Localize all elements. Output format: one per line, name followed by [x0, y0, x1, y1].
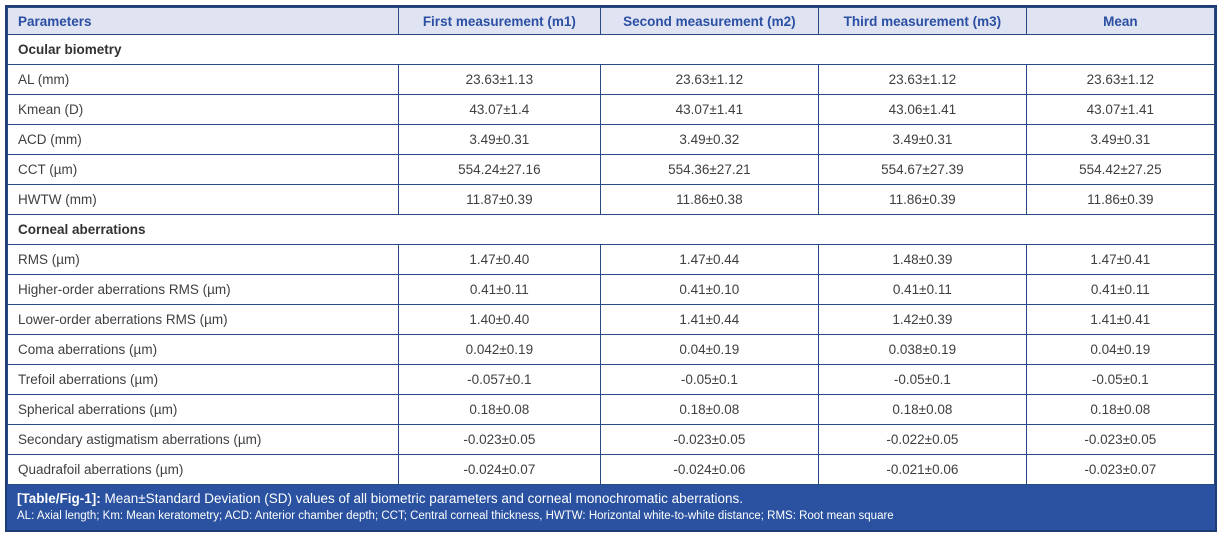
value-cell-m1: 23.63±1.13 — [398, 64, 601, 95]
param-cell: Higher-order aberrations RMS (µm) — [6, 274, 400, 305]
column-header-parameters: Parameters — [6, 7, 400, 35]
biometry-table-container: Parameters First measurement (m1) Second… — [5, 5, 1217, 533]
caption-title: [Table/Fig-1]: Mean±Standard Deviation (… — [17, 490, 1205, 508]
table-row: Trefoil aberrations (µm) -0.057±0.1 -0.0… — [6, 364, 1216, 395]
value-cell-m3: 11.86±0.39 — [818, 184, 1027, 215]
value-cell-mean: 0.41±0.11 — [1025, 274, 1216, 305]
value-cell-m3: 3.49±0.31 — [818, 124, 1027, 155]
value-cell-m3: 0.41±0.11 — [818, 274, 1027, 305]
value-cell-m1: -0.057±0.1 — [398, 364, 601, 395]
caption-tag: [Table/Fig-1]: — [17, 491, 101, 506]
section-title-ocular-biometry: Ocular biometry — [7, 34, 1215, 65]
param-cell: Quadrafoil aberrations (µm) — [6, 454, 400, 485]
value-cell-m2: 0.04±0.19 — [599, 334, 820, 365]
value-cell-m3: -0.05±0.1 — [818, 364, 1027, 395]
table-row: AL (mm) 23.63±1.13 23.63±1.12 23.63±1.12… — [6, 64, 1216, 95]
value-cell-m3: 23.63±1.12 — [818, 64, 1027, 95]
value-cell-m3: 1.42±0.39 — [818, 304, 1027, 335]
value-cell-m1: 0.042±0.19 — [398, 334, 601, 365]
table-row: Kmean (D) 43.07±1.4 43.07±1.41 43.06±1.4… — [6, 94, 1216, 125]
param-cell: Trefoil aberrations (µm) — [6, 364, 400, 395]
value-cell-mean: 3.49±0.31 — [1025, 124, 1216, 155]
table-row: RMS (µm) 1.47±0.40 1.47±0.44 1.48±0.39 1… — [6, 244, 1216, 275]
value-cell-m1: -0.023±0.05 — [398, 424, 601, 455]
value-cell-m2: 23.63±1.12 — [599, 64, 820, 95]
value-cell-m2: 11.86±0.38 — [599, 184, 820, 215]
param-cell: Spherical aberrations (µm) — [6, 394, 400, 425]
value-cell-m3: 1.48±0.39 — [818, 244, 1027, 275]
value-cell-m3: 554.67±27.39 — [818, 154, 1027, 185]
table-row: Spherical aberrations (µm) 0.18±0.08 0.1… — [6, 394, 1216, 425]
table-caption: [Table/Fig-1]: Mean±Standard Deviation (… — [7, 485, 1215, 531]
column-header-m1: First measurement (m1) — [398, 7, 601, 35]
value-cell-mean: 0.18±0.08 — [1025, 394, 1216, 425]
value-cell-m2: 1.41±0.44 — [599, 304, 820, 335]
param-cell: Secondary astigmatism aberrations (µm) — [6, 424, 400, 455]
value-cell-mean: 1.47±0.41 — [1025, 244, 1216, 275]
value-cell-m1: 43.07±1.4 — [398, 94, 601, 125]
param-cell: Lower-order aberrations RMS (µm) — [6, 304, 400, 335]
table-row: ACD (mm) 3.49±0.31 3.49±0.32 3.49±0.31 3… — [6, 124, 1216, 155]
column-header-m2: Second measurement (m2) — [599, 7, 820, 35]
table-row: CCT (µm) 554.24±27.16 554.36±27.21 554.6… — [6, 154, 1216, 185]
value-cell-m3: -0.022±0.05 — [818, 424, 1027, 455]
value-cell-m2: 43.07±1.41 — [599, 94, 820, 125]
value-cell-m3: -0.021±0.06 — [818, 454, 1027, 485]
value-cell-mean: -0.023±0.05 — [1025, 424, 1216, 455]
value-cell-m1: 1.47±0.40 — [398, 244, 601, 275]
table-row: Higher-order aberrations RMS (µm) 0.41±0… — [6, 274, 1216, 305]
param-cell: Coma aberrations (µm) — [6, 334, 400, 365]
value-cell-m1: 0.41±0.11 — [398, 274, 601, 305]
table-row: Lower-order aberrations RMS (µm) 1.40±0.… — [6, 304, 1216, 335]
value-cell-m1: 0.18±0.08 — [398, 394, 601, 425]
value-cell-mean: 1.41±0.41 — [1025, 304, 1216, 335]
value-cell-m2: -0.024±0.06 — [599, 454, 820, 485]
value-cell-mean: -0.023±0.07 — [1025, 454, 1216, 485]
value-cell-mean: 43.07±1.41 — [1025, 94, 1216, 125]
param-cell: HWTW (mm) — [6, 184, 400, 215]
column-header-m3: Third measurement (m3) — [818, 7, 1027, 35]
value-cell-mean: -0.05±0.1 — [1025, 364, 1216, 395]
value-cell-m2: 0.41±0.10 — [599, 274, 820, 305]
value-cell-m2: 0.18±0.08 — [599, 394, 820, 425]
value-cell-m1: 11.87±0.39 — [398, 184, 601, 215]
value-cell-mean: 11.86±0.39 — [1025, 184, 1216, 215]
value-cell-m2: 1.47±0.44 — [599, 244, 820, 275]
value-cell-m1: 3.49±0.31 — [398, 124, 601, 155]
value-cell-mean: 554.42±27.25 — [1025, 154, 1216, 185]
biometry-table: Parameters First measurement (m1) Second… — [6, 7, 1216, 485]
value-cell-m1: 1.40±0.40 — [398, 304, 601, 335]
value-cell-m3: 0.18±0.08 — [818, 394, 1027, 425]
section-header-row: Corneal aberrations — [7, 214, 1215, 245]
caption-text: Mean±Standard Deviation (SD) values of a… — [100, 491, 743, 506]
value-cell-mean: 0.04±0.19 — [1025, 334, 1216, 365]
param-cell: RMS (µm) — [6, 244, 400, 275]
value-cell-m3: 43.06±1.41 — [818, 94, 1027, 125]
value-cell-m1: 554.24±27.16 — [398, 154, 601, 185]
value-cell-m2: -0.05±0.1 — [599, 364, 820, 395]
param-cell: AL (mm) — [6, 64, 400, 95]
table-row: HWTW (mm) 11.87±0.39 11.86±0.38 11.86±0.… — [6, 184, 1216, 215]
value-cell-m1: -0.024±0.07 — [398, 454, 601, 485]
param-cell: Kmean (D) — [6, 94, 400, 125]
value-cell-m2: -0.023±0.05 — [599, 424, 820, 455]
header-row: Parameters First measurement (m1) Second… — [6, 7, 1216, 35]
section-header-row: Ocular biometry — [7, 34, 1215, 65]
table-row: Quadrafoil aberrations (µm) -0.024±0.07 … — [6, 454, 1216, 485]
column-header-mean: Mean — [1025, 7, 1216, 35]
param-cell: CCT (µm) — [6, 154, 400, 185]
value-cell-mean: 23.63±1.12 — [1025, 64, 1216, 95]
value-cell-m2: 3.49±0.32 — [599, 124, 820, 155]
table-row: Coma aberrations (µm) 0.042±0.19 0.04±0.… — [6, 334, 1216, 365]
caption-abbreviations: AL: Axial length; Km: Mean keratometry; … — [17, 509, 894, 522]
section-title-corneal-aberrations: Corneal aberrations — [7, 214, 1215, 245]
param-cell: ACD (mm) — [6, 124, 400, 155]
value-cell-m3: 0.038±0.19 — [818, 334, 1027, 365]
table-row: Secondary astigmatism aberrations (µm) -… — [6, 424, 1216, 455]
value-cell-m2: 554.36±27.21 — [599, 154, 820, 185]
